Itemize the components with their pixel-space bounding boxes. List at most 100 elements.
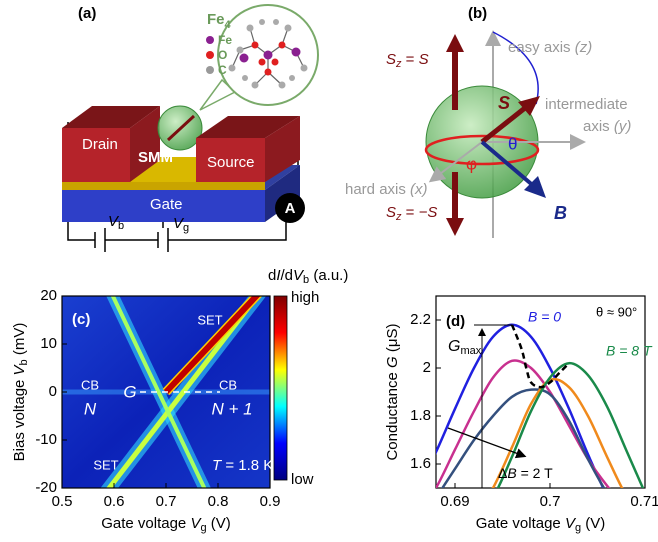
source-top	[196, 116, 300, 138]
x-axis-label-part: V	[565, 515, 577, 532]
atom-label: O	[218, 48, 227, 62]
equator	[424, 134, 540, 166]
plot-frame	[61, 295, 271, 489]
colorbar-title: dI/dVb (a.u.)	[268, 267, 348, 286]
x-tick-label: 0.6	[104, 493, 125, 510]
smm-label: SMM	[138, 149, 173, 166]
x-tick-label: 0.9	[260, 493, 281, 510]
x-axis-label-part: (V)	[207, 515, 231, 532]
x-tick-label: 0.5	[52, 493, 73, 510]
y-axis-label: Conductance G (μS)	[384, 323, 401, 460]
curve	[436, 359, 611, 488]
gmax-label-part: max	[460, 345, 481, 357]
x-axis-label-part: g	[200, 522, 206, 534]
field-vector	[480, 140, 538, 190]
series-label: B = 0	[528, 309, 561, 325]
colorbar-title-part: V	[293, 267, 305, 284]
atom-label: C	[218, 63, 227, 77]
atom-dot	[206, 66, 214, 74]
temperature: T = 1.8 K	[212, 457, 273, 474]
y-axis-label-part: (mV)	[11, 323, 28, 360]
temperature-part: = 1.8 K	[221, 457, 273, 474]
gmax-label-part: G	[448, 338, 460, 355]
sz-up: Sz = S	[386, 51, 429, 70]
charge-state: N + 1	[211, 399, 252, 418]
colorbar-title-part: d	[268, 267, 276, 284]
theta: θ	[508, 134, 517, 153]
angle-label: θ ≈ 90°	[596, 304, 637, 319]
hard-axis	[428, 141, 483, 183]
sz-up-head	[446, 34, 464, 52]
y-axis-label-part: G	[384, 356, 401, 368]
gmax-trajectory	[510, 324, 570, 389]
set-label: SET	[197, 312, 222, 327]
panel-a: (a) Fe4 Fe O C Drain SMM Source Gate Vb …	[62, 4, 319, 252]
atom-dot	[206, 36, 214, 44]
x-tick-label: 0.71	[630, 493, 658, 510]
gate-label: Gate	[150, 196, 183, 213]
drain-side	[130, 106, 160, 182]
y-tick-label: 10	[40, 335, 57, 352]
sz-down-head	[446, 218, 464, 236]
colorbar-low: low	[291, 471, 314, 488]
source-side	[265, 116, 300, 182]
x-axis-label-part: Gate voltage	[101, 515, 190, 532]
spin-label: S	[498, 93, 510, 113]
delta-label-part: B	[507, 465, 516, 481]
y-axis-label-part: b	[18, 359, 30, 365]
drain-label: Drain	[82, 136, 118, 153]
cb-label: CB	[81, 377, 99, 392]
y-axis-label-part: V	[11, 363, 28, 375]
oxide	[62, 182, 265, 190]
y-tick-label: 20	[40, 287, 57, 304]
colorbar-title-part: b	[303, 274, 309, 286]
vg-label: Vg	[173, 215, 189, 234]
intermediate-axis-label: intermediate	[545, 96, 628, 113]
x-axis-label: Gate voltage Vg (V)	[476, 515, 606, 534]
hard-axis-label: hard axis (x)	[345, 181, 428, 198]
plot-frame	[435, 295, 646, 489]
field-head	[524, 176, 546, 198]
drain-front	[62, 128, 130, 182]
panel-b: (b) Sz = S Sz = −S easy axis (z) S inter…	[345, 5, 631, 238]
x-tick-label: 0.8	[208, 493, 229, 510]
x-axis-label-part: g	[575, 522, 581, 534]
field-label: B	[554, 203, 567, 223]
phi: φ	[466, 154, 477, 173]
spin-vector	[480, 102, 532, 144]
panel-label: (a)	[78, 5, 96, 22]
gate-front	[62, 190, 265, 222]
delta-arrow	[447, 427, 527, 459]
colorbar-title-part: /d	[281, 267, 294, 284]
delta-label-part: = 2 T	[517, 465, 553, 481]
y-tick-label: 1.6	[410, 455, 431, 472]
y-tick-label: -20	[35, 479, 57, 496]
series-label: B = 8 T	[606, 343, 653, 359]
y-axis-label-part: Bias voltage	[11, 375, 28, 461]
x-axis-label: Gate voltage Vg (V)	[101, 515, 231, 534]
gmax-label: Gmax	[448, 338, 482, 357]
y-axis-label-part: Conductance	[384, 368, 401, 461]
curve	[496, 361, 645, 488]
sz-down: Sz = −S	[386, 204, 437, 223]
easy-axis-label: easy axis (z)	[508, 39, 592, 56]
curve	[491, 377, 624, 488]
battery	[94, 212, 169, 252]
delta-label-part: Δ	[498, 465, 507, 481]
spin-arrow	[166, 114, 196, 142]
spin-head	[518, 96, 540, 116]
ammeter	[275, 193, 305, 223]
gate-side	[265, 165, 300, 222]
colorbar-title-part: (a.u.)	[309, 267, 348, 284]
panel-label: (c)	[72, 311, 90, 328]
meridian	[492, 31, 539, 105]
heatmap-features	[62, 296, 270, 488]
panel-c	[62, 296, 270, 488]
y-tick-label: 1.8	[410, 407, 431, 424]
y-tick-label: 2.2	[410, 311, 431, 328]
y-axis-label-part: (μS)	[384, 323, 401, 356]
curves	[436, 323, 645, 488]
drain-top	[62, 106, 160, 128]
curve	[440, 388, 606, 488]
source-front	[196, 138, 265, 182]
